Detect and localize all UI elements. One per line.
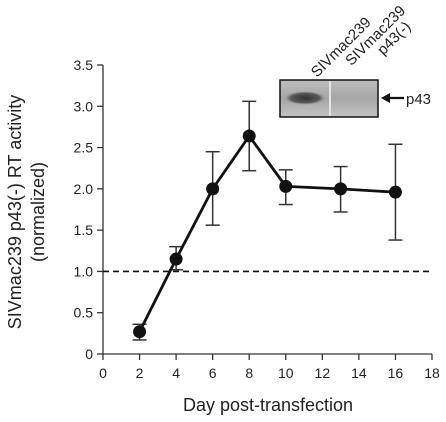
x-tick-label: 4 bbox=[172, 365, 180, 381]
data-point bbox=[279, 179, 293, 193]
y-tick-label: 0.5 bbox=[74, 305, 94, 321]
x-axis-title: Day post-transfection bbox=[183, 395, 353, 415]
y-ticks: 0 0.5 1.0 1.5 2.0 2.5 3.0 3.5 bbox=[74, 57, 103, 362]
x-tick-label: 12 bbox=[315, 365, 331, 381]
y-tick-label: 0 bbox=[85, 346, 93, 362]
series-line bbox=[138, 134, 396, 333]
x-tick-label: 6 bbox=[209, 365, 217, 381]
data-point bbox=[388, 185, 402, 199]
data-point bbox=[169, 252, 183, 266]
x-tick-label: 0 bbox=[99, 365, 107, 381]
x-tick-label: 2 bbox=[136, 365, 144, 381]
y-axis-title-line1: SIVmac239 p43(-) RT activity bbox=[5, 95, 25, 329]
x-tick-label: 10 bbox=[278, 365, 294, 381]
blot-inset: SIVmac239 SIVmac239 p43(-) p43 bbox=[279, 2, 431, 118]
data-point bbox=[133, 325, 147, 339]
p43-band bbox=[284, 91, 326, 105]
y-tick-label: 3.0 bbox=[74, 98, 94, 114]
x-tick-label: 16 bbox=[388, 365, 404, 381]
y-tick-label: 1.0 bbox=[74, 263, 94, 279]
y-axis-title-line2: (normalized) bbox=[28, 162, 48, 262]
y-tick-label: 1.5 bbox=[74, 222, 94, 238]
y-tick-label: 2.5 bbox=[74, 140, 94, 156]
x-tick-label: 14 bbox=[351, 365, 367, 381]
data-point bbox=[334, 182, 348, 196]
x-tick-label: 18 bbox=[424, 365, 440, 381]
data-point bbox=[206, 182, 220, 196]
band-label: p43 bbox=[406, 91, 431, 108]
band-arrow-head bbox=[381, 93, 390, 103]
x-ticks: 0 2 4 6 8 10 12 14 16 18 bbox=[99, 354, 440, 381]
error-bars bbox=[132, 100, 403, 341]
axes bbox=[102, 65, 432, 355]
data-points bbox=[133, 129, 402, 339]
y-tick-label: 3.5 bbox=[74, 57, 94, 73]
data-point bbox=[242, 129, 256, 143]
y-tick-label: 2.0 bbox=[74, 181, 94, 197]
x-tick-label: 8 bbox=[245, 365, 253, 381]
